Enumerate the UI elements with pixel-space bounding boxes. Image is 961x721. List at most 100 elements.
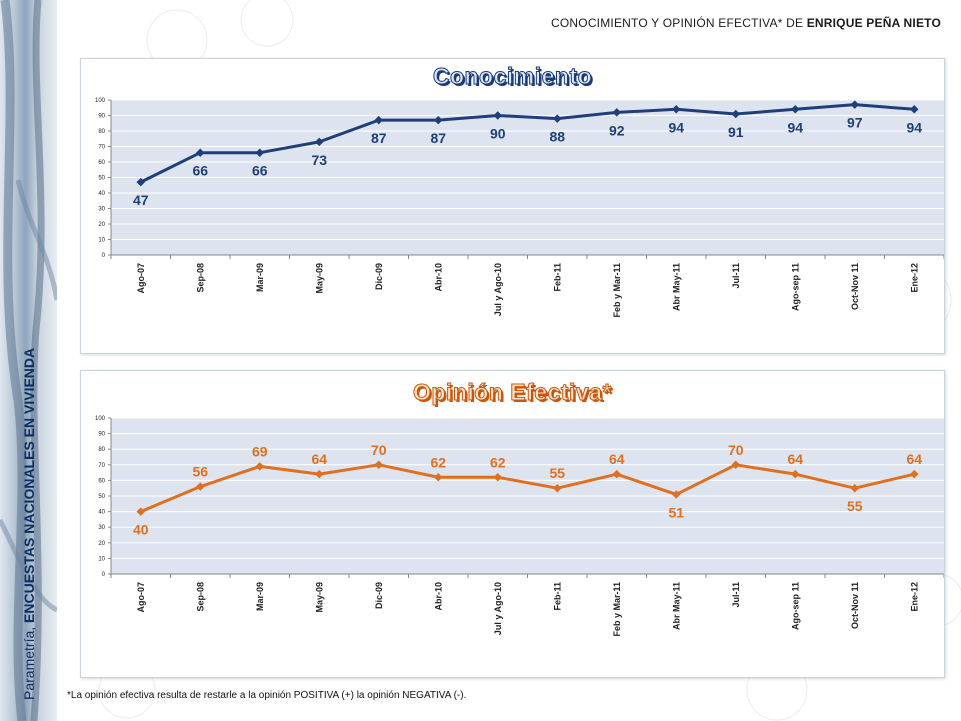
data-label: 66 (192, 163, 208, 179)
data-label: 62 (490, 454, 506, 470)
series-line (140, 463, 915, 513)
data-label: 87 (430, 130, 446, 146)
x-tick-label: Feb-11 (552, 582, 562, 611)
x-tick-label: May-09 (314, 263, 324, 294)
y-tick-label: 80 (98, 447, 105, 453)
data-label: 55 (847, 498, 863, 514)
data-label: 66 (252, 163, 268, 179)
x-tick-label: Ene-12 (909, 263, 919, 293)
x-tick-label: Oct-Nov 11 (850, 263, 860, 310)
y-tick-label: 70 (98, 463, 105, 469)
x-tick-label: Mar-09 (255, 582, 265, 611)
y-tick-label: 10 (98, 238, 105, 244)
x-tick-label: Jul y Ago-10 (493, 263, 503, 316)
x-tick-label: Jul-11 (731, 582, 741, 608)
data-label: 47 (133, 192, 149, 208)
y-tick-label: 20 (98, 541, 105, 547)
y-tick-label: 70 (98, 145, 105, 151)
y-tick-label: 50 (98, 176, 105, 182)
y-tick-label: 20 (98, 222, 105, 228)
data-point (493, 111, 502, 120)
data-label: 62 (430, 454, 446, 470)
data-point (196, 148, 205, 157)
x-tick-label: Ago-07 (136, 263, 146, 294)
y-tick-label: 60 (98, 478, 105, 484)
x-tick-label: Abr May-11 (671, 582, 681, 630)
x-tick-label: Ago-sep 11 (790, 582, 800, 630)
series-line (140, 103, 915, 184)
data-point (434, 115, 443, 125)
y-tick-label: 10 (98, 556, 105, 562)
chart-panel-conocimiento: Conocimiento 0 10 20 30 40 50 60 70 80 90 100 Ago-0… (80, 58, 945, 354)
data-label: 88 (549, 129, 565, 145)
data-label: 51 (668, 504, 684, 520)
data-label: 97 (847, 115, 863, 131)
y-tick-label: 40 (98, 510, 105, 516)
y-tick-label: 0 (102, 572, 106, 578)
data-point (910, 469, 919, 479)
data-label: 64 (906, 451, 922, 467)
data-label: 94 (906, 119, 922, 135)
y-tick-label: 60 (98, 160, 105, 166)
sidebar-decoration: Parametría, ENCUESTAS NACIONALES EN VIVI… (0, 0, 57, 721)
data-label: 56 (192, 464, 208, 480)
x-tick-label: Jul y Ago-10 (493, 582, 503, 635)
data-point (374, 115, 383, 125)
y-tick-label: 90 (98, 114, 105, 120)
sidebar-caption: Parametría, ENCUESTAS NACIONALES EN VIVI… (21, 347, 37, 700)
line-chart-conocimiento: 0 10 20 30 40 50 60 70 80 90 100 Ago-07 Sep-08 Mar-09… (95, 98, 944, 318)
data-point (255, 148, 264, 157)
data-point (672, 490, 681, 499)
footnote: *La opinión efectiva resulta de restarle… (67, 690, 467, 701)
y-tick-label: 0 (102, 253, 106, 259)
data-point (493, 473, 502, 482)
x-tick-label: May-09 (314, 582, 324, 613)
data-label: 73 (311, 152, 327, 168)
data-label: 69 (252, 443, 268, 459)
data-label: 92 (609, 122, 625, 138)
x-tick-label: Mar-09 (255, 263, 265, 292)
data-label: 87 (371, 130, 387, 146)
x-tick-label: Sep-08 (195, 582, 205, 612)
y-tick-label: 30 (98, 207, 105, 213)
y-tick-label: 90 (98, 432, 105, 438)
line-chart-opinion-efectiva: 0 10 20 30 40 50 60 70 80 90 100 Ago-07 Sep-08 Mar-09… (95, 416, 944, 637)
data-point (374, 460, 383, 470)
data-point (196, 482, 205, 491)
data-label: 70 (728, 442, 744, 458)
x-tick-label: Abr-10 (433, 582, 443, 611)
data-label: 64 (787, 451, 803, 467)
x-tick-label: Feb y Mar-11 (612, 263, 622, 318)
y-tick-label: 30 (98, 525, 105, 531)
y-tick-label: 100 (95, 416, 106, 422)
data-label: 70 (371, 442, 387, 458)
data-label: 91 (728, 124, 744, 140)
x-tick-label: Dic-09 (374, 263, 384, 290)
data-point (255, 462, 264, 471)
chart-title-opinion-efectiva: Opinión Efectiva* (413, 379, 612, 406)
data-point (612, 469, 621, 479)
data-point (136, 177, 145, 187)
y-tick-label: 80 (98, 129, 105, 135)
x-tick-label: Ago-sep 11 (790, 263, 800, 311)
data-label: 94 (787, 119, 803, 135)
x-tick-label: Ene-12 (909, 582, 919, 612)
data-label: 90 (490, 126, 506, 142)
x-tick-label: Sep-08 (195, 263, 205, 293)
data-label: 64 (609, 451, 625, 467)
data-label: 40 (133, 522, 149, 538)
tree-pattern-decoration (0, 0, 57, 721)
data-point (434, 473, 443, 482)
x-tick-label: Dic-09 (374, 582, 384, 609)
y-tick-label: 50 (98, 494, 105, 500)
data-label: 64 (311, 451, 327, 467)
chart-title-conocimiento: Conocimiento (432, 63, 593, 90)
x-tick-label: Jul-11 (731, 263, 741, 289)
data-point (136, 507, 145, 516)
x-tick-label: Oct-Nov 11 (850, 582, 860, 629)
x-tick-label: Abr May-11 (671, 263, 681, 311)
x-tick-label: Feb-11 (552, 263, 562, 292)
data-point (315, 137, 324, 147)
data-point (315, 469, 324, 479)
chart-panel-opinion-efectiva: Opinión Efectiva* 0 10 20 30 40 50 60 70 80 90 100… (80, 370, 945, 678)
